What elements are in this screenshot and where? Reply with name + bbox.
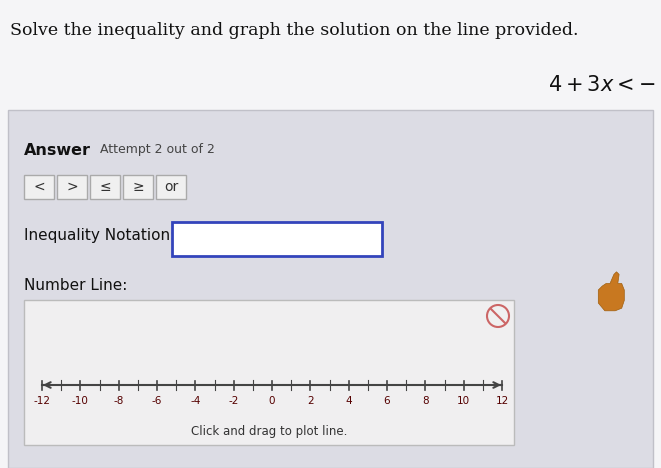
- FancyBboxPatch shape: [90, 175, 120, 199]
- Text: $4 + 3x < -$: $4 + 3x < -$: [547, 75, 655, 95]
- Text: ≤: ≤: [99, 180, 111, 194]
- Text: Number Line:: Number Line:: [24, 278, 128, 293]
- Text: 0: 0: [269, 396, 275, 406]
- Text: 8: 8: [422, 396, 428, 406]
- Text: or: or: [164, 180, 178, 194]
- Text: <: <: [33, 180, 45, 194]
- FancyBboxPatch shape: [172, 222, 382, 256]
- Polygon shape: [598, 272, 624, 311]
- FancyBboxPatch shape: [156, 175, 186, 199]
- Text: >: >: [66, 180, 78, 194]
- Text: -8: -8: [114, 396, 124, 406]
- FancyBboxPatch shape: [57, 175, 87, 199]
- Text: -12: -12: [34, 396, 50, 406]
- Text: -10: -10: [72, 396, 89, 406]
- Text: 6: 6: [383, 396, 390, 406]
- FancyBboxPatch shape: [123, 175, 153, 199]
- Circle shape: [487, 305, 509, 327]
- Text: Attempt 2 out of 2: Attempt 2 out of 2: [100, 143, 215, 156]
- Text: Answer: Answer: [24, 143, 91, 158]
- Text: -4: -4: [190, 396, 200, 406]
- FancyBboxPatch shape: [8, 110, 653, 468]
- FancyBboxPatch shape: [24, 300, 514, 445]
- Text: Inequality Notation:: Inequality Notation:: [24, 228, 175, 243]
- Text: ≥: ≥: [132, 180, 144, 194]
- Text: 2: 2: [307, 396, 314, 406]
- Text: Solve the inequality and graph the solution on the line provided.: Solve the inequality and graph the solut…: [10, 22, 578, 39]
- FancyBboxPatch shape: [24, 175, 54, 199]
- Text: 4: 4: [345, 396, 352, 406]
- Text: Click and drag to plot line.: Click and drag to plot line.: [191, 424, 347, 438]
- Text: 10: 10: [457, 396, 470, 406]
- Text: -2: -2: [229, 396, 239, 406]
- Text: -6: -6: [152, 396, 162, 406]
- Text: 12: 12: [495, 396, 508, 406]
